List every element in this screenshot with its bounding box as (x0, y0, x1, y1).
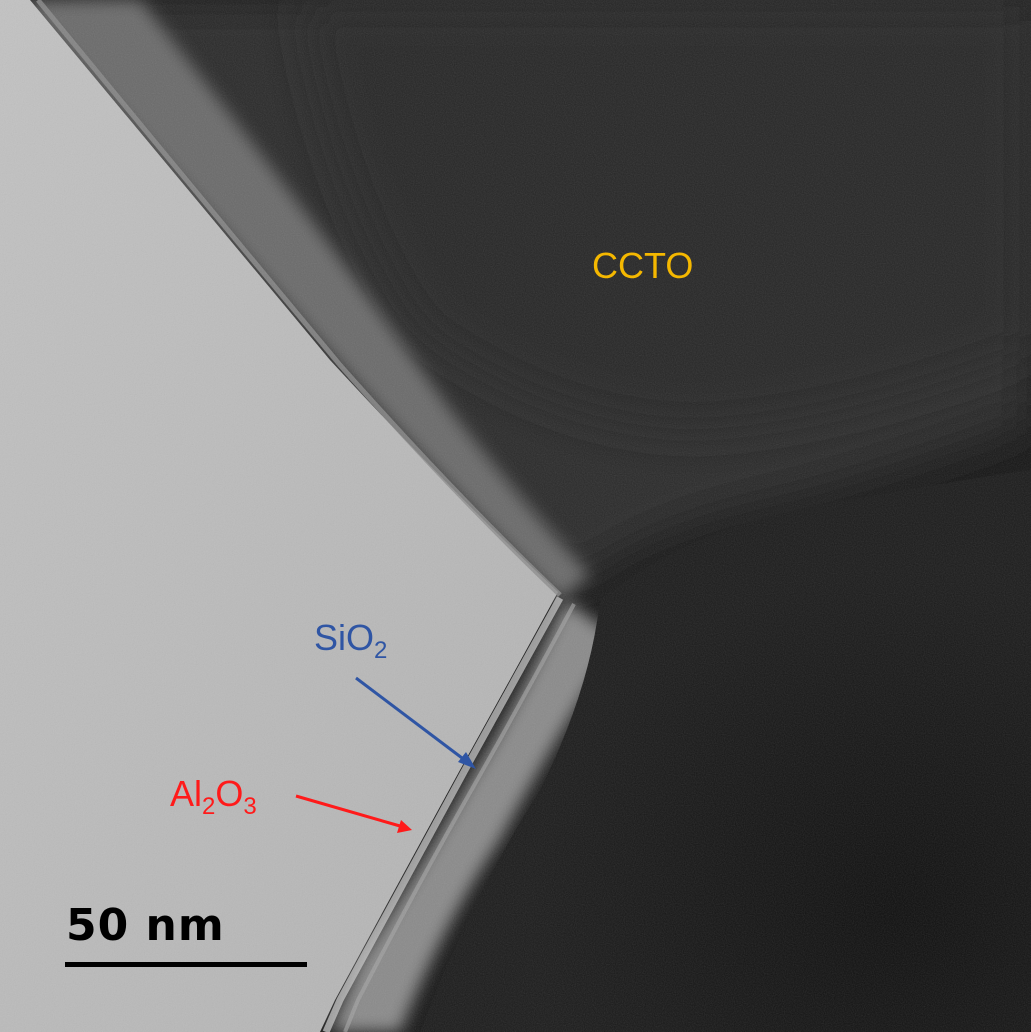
al2o3-label-al: Al (170, 773, 203, 814)
ccto-label: CCTO (592, 245, 694, 286)
al2o3-label-o: O (215, 773, 244, 814)
al2o3-arrow (295, 794, 412, 833)
sio2-label: SiO2 (314, 617, 387, 663)
sio2-label-base: SiO (314, 617, 375, 658)
sio2-label-subscript: 2 (374, 637, 388, 664)
sio2-arrow (355, 676, 476, 769)
al2o3-label-sub1: 2 (202, 793, 216, 820)
scale-bar (65, 962, 307, 967)
scale-bar-label: 50 nm (66, 900, 225, 951)
al2o3-label: Al2O3 (170, 773, 257, 819)
al2o3-label-sub2: 3 (243, 793, 257, 820)
